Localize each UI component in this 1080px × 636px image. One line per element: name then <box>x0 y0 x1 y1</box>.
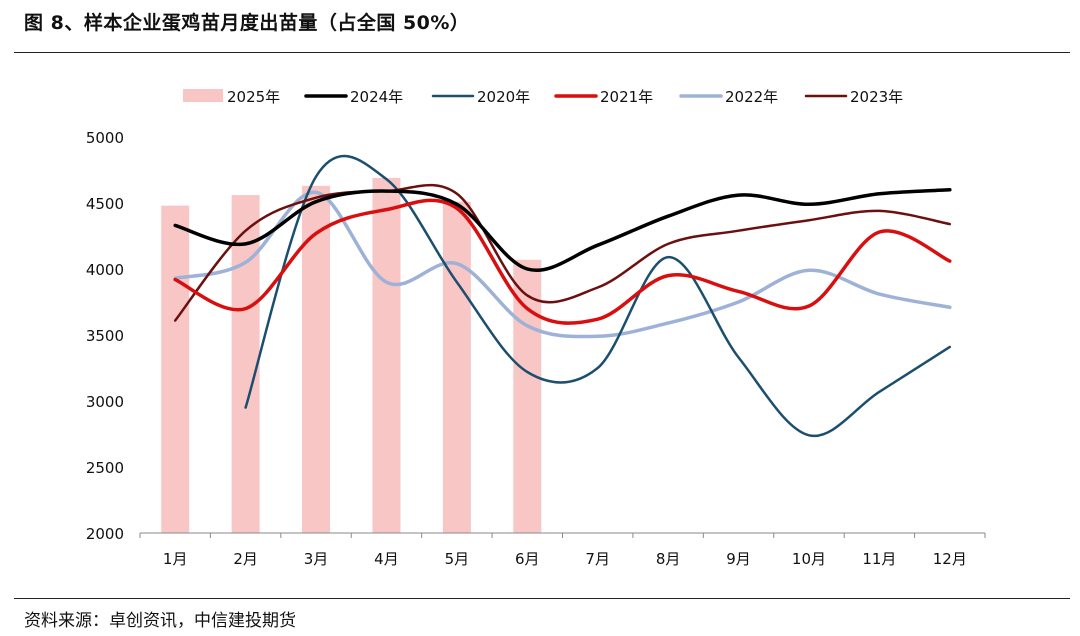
x-tick-label: 8月 <box>656 550 681 568</box>
line-2020 <box>244 154 952 438</box>
top-rule <box>14 52 1070 53</box>
bar-2025-2 <box>231 195 260 533</box>
line-2024 <box>173 188 952 272</box>
y-tick-label: 2500 <box>86 459 124 477</box>
legend-label-2020: 2020年 <box>477 88 530 106</box>
legend-label-2023: 2023年 <box>850 88 903 106</box>
y-tick-label: 4000 <box>86 261 124 279</box>
line-2023 <box>173 183 952 322</box>
x-tick-label: 3月 <box>304 550 329 568</box>
legend-label-2021: 2021年 <box>600 88 653 106</box>
x-tick-label: 1月 <box>163 550 188 568</box>
x-tick-label: 11月 <box>862 550 896 568</box>
legend-label-2022: 2022年 <box>725 88 778 106</box>
line-2021 <box>173 198 952 325</box>
x-tick-label: 2月 <box>233 550 258 568</box>
y-tick-label: 5000 <box>86 129 124 147</box>
x-tick-label: 6月 <box>515 550 540 568</box>
lines-layer <box>173 154 952 438</box>
x-tick-label: 9月 <box>726 550 751 568</box>
bar-2025-1 <box>161 205 190 533</box>
x-tick-label: 5月 <box>445 550 470 568</box>
y-tick-label: 3000 <box>86 393 124 411</box>
bar-2025-5 <box>442 201 471 533</box>
x-tick-label: 7月 <box>585 550 610 568</box>
x-tick-label: 4月 <box>374 550 399 568</box>
bar-2025-3 <box>302 185 331 533</box>
legend: 2025年 2024年 2020年 2021年 2022年 2023年 <box>183 88 903 106</box>
chart-title: 图 8、样本企业蛋鸡苗月度出苗量（占全国 50%） <box>24 12 470 34</box>
axis-layer: 1月 2月 3月 4月 5月 6月 7月 8月 9月 10月 11月 12月 2000 2500 3000 3… <box>86 129 986 568</box>
bar-2025-4 <box>372 177 401 534</box>
chart-area: 1月 2月 3月 4月 5月 6月 7月 8月 9月 10月 11月 12月 2000 2500 3000 3… <box>86 88 986 568</box>
x-tick-label: 12月 <box>933 550 967 568</box>
y-tick-label: 3500 <box>86 327 124 345</box>
source-note: 资料来源：卓创资讯，中信建投期货 <box>24 611 296 631</box>
legend-label-2025: 2025年 <box>227 88 280 106</box>
y-tick-label: 2000 <box>86 525 124 543</box>
legend-label-2024: 2024年 <box>350 88 403 106</box>
y-tick-label: 4500 <box>86 195 124 213</box>
legend-swatch-2025 <box>183 89 223 102</box>
bottom-rule <box>14 598 1070 599</box>
x-tick-label: 10月 <box>792 550 826 568</box>
bar-2025-6 <box>513 259 542 533</box>
bars-layer <box>161 177 542 534</box>
line-2022 <box>173 190 952 339</box>
